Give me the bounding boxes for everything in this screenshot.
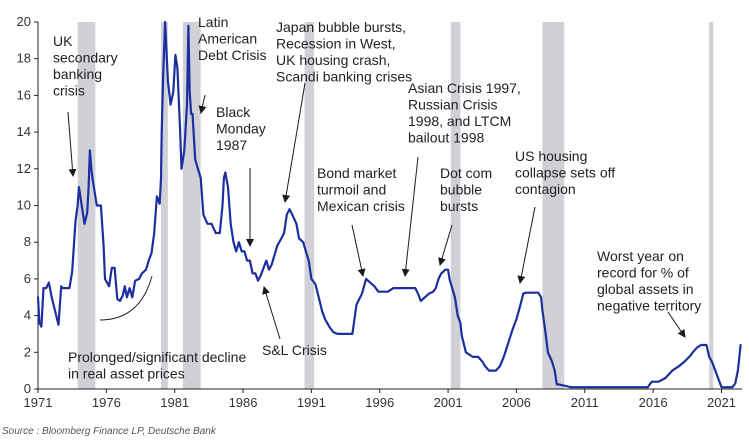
annotations: UK secondary banking crisis Latin American Deb… [53,14,701,382]
recession-band [709,22,714,389]
y-tick-label: 16 [17,87,31,102]
arrow-dot-com [438,224,453,266]
x-tick-label: 2006 [502,395,531,410]
annotation-text: Worst year on record for % of global asset… [597,248,701,314]
decline-arc [99,275,153,321]
annotation-line: UK [53,33,73,49]
y-tick-label: 10 [17,198,31,213]
annotation-line: crisis [53,83,85,99]
arrow-bond-market [351,224,366,277]
x-tick-label: 2011 [571,395,599,410]
recession-band [450,22,461,389]
y-tick-label: 8 [24,234,31,249]
y-tick-label: 4 [24,308,31,323]
x-tick-label: 2021 [707,395,736,410]
arrow-worst-year [667,311,686,338]
annotation-line: UK housing crash, [276,52,390,68]
arrow-japan [282,82,306,203]
annotation-line: Monday [216,121,266,137]
x-tick-label: 2001 [434,395,463,410]
annotation-line: banking [53,66,102,82]
y-ticks: 0 2 4 6 8 10 12 14 16 18 20 [17,14,38,396]
annotation-text: Bond market turmoil and Mexican crisis [317,165,405,214]
annotation-line: Latin [198,14,228,30]
annotation-line: Dot com [440,165,492,181]
y-tick-label: 6 [24,271,31,286]
annotation-line: Prolonged/significant decline [68,349,246,365]
annotation-line: American [198,31,257,47]
recession-bands [77,22,714,389]
annotation-line: collapse sets off [515,165,615,181]
annotation-text: Latin American Debt Crisis [198,14,266,63]
annotation-line: S&L Crisis [262,342,327,358]
x-tick-label: 2016 [639,395,668,410]
annotation-line: 1987 [216,137,247,153]
annotation-line: record for % of [597,265,689,281]
x-tick-label: 1981 [160,395,189,410]
annotation-line: contagion [515,181,576,197]
annotation-text: US housing collapse sets off contagion [515,148,615,197]
arrow-latam [198,94,207,114]
y-tick-label: 12 [17,161,31,176]
y-tick-label: 14 [17,124,31,139]
annotation-line: secondary [53,50,118,66]
annotation-line: bubble [440,182,482,198]
annotation-line: Japan bubble bursts, [276,19,406,35]
annotation-line: Recession in West, [276,36,396,52]
annotation-text: Japan bubble bursts, Recession in West, UK… [276,19,412,85]
y-tick-label: 0 [24,381,31,396]
annotation-text: Dot com bubble bursts [440,165,492,214]
annotation-text: UK secondary banking crisis [53,33,118,99]
callouts [67,82,686,340]
annotation-line: negative territory [597,298,701,314]
x-tick-label: 1996 [365,395,394,410]
annotation-line: Scandi banking crises [276,69,412,85]
arrow-asian [401,156,419,277]
annotation-text: S&L Crisis [262,342,327,358]
x-ticks: 1971 1976 1981 1986 1991 1996 2001 2006 2011 2016… [24,389,736,410]
annotation-line: Russian Crisis [408,97,497,113]
annotation-line: Debt Crisis [198,47,266,63]
y-tick-label: 2 [24,344,31,359]
x-tick-label: 1991 [297,395,326,410]
arrow-sl-crisis [262,286,281,340]
recession-band [182,22,201,389]
annotation-line: Black [216,104,251,120]
annotation-line: 1998, and LTCM [408,113,511,129]
annotation-line: Asian Crisis 1997, [408,80,521,96]
annotation-line: Mexican crisis [317,198,405,214]
annotation-line: turmoil and [317,182,386,198]
annotation-line: in real asset prices [68,366,185,382]
series [36,20,742,389]
annotation-line: US housing [515,148,587,164]
annotation-text: Black Monday 1987 [216,104,266,153]
x-tick-label: 1976 [92,395,121,410]
recession-band [304,22,315,389]
annotation-line: bailout 1998 [408,130,485,146]
x-tick-label: 1971 [24,395,53,410]
source-note: Source : Bloomberg Finance LP, Deutsche … [2,426,217,437]
arrow-us-housing [517,206,536,284]
annotation-text: Asian Crisis 1997, Russian Crisis 1998, an… [408,80,521,146]
y-tick-label: 18 [17,51,31,66]
annotation-line: global assets in [597,281,694,297]
annotation-text: Prolonged/significant decline in real ass… [68,349,246,382]
recession-band [161,22,168,389]
y-tick-label: 20 [17,14,31,29]
annotation-line: bursts [440,198,478,214]
recession-band [542,22,565,389]
x-tick-label: 1986 [229,395,258,410]
arrow-uk [67,111,77,177]
annotation-line: Bond market [317,165,396,181]
annotation-line: Worst year on [597,248,684,264]
series-line [36,20,742,389]
